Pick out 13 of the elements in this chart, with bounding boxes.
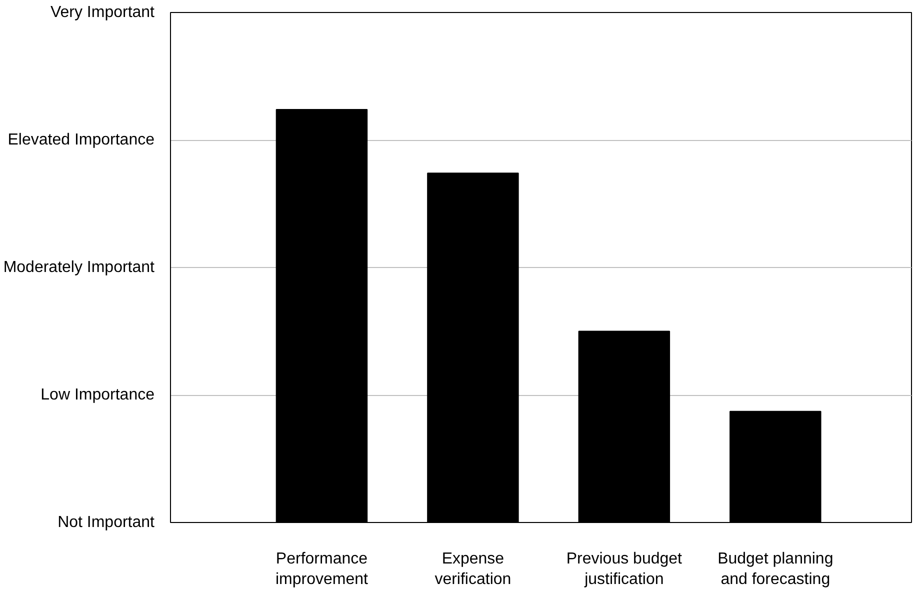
text: Very Important	[50, 4, 156, 21]
bar	[427, 172, 519, 522]
x-tick-label: Budget planning and forecasting	[718, 550, 834, 588]
x-tick-label: Performance improvement	[275, 550, 369, 588]
bar	[730, 410, 822, 522]
text: Not Important	[58, 514, 156, 531]
text: Moderately Important	[3, 259, 156, 276]
text: Low Importance	[40, 386, 155, 404]
bar	[578, 330, 670, 522]
bar	[276, 109, 368, 522]
x-tick-label: Previous budget justification	[566, 550, 683, 588]
text: Elevated Importance	[8, 132, 155, 148]
x-tick-label: Expense verification	[434, 550, 512, 588]
